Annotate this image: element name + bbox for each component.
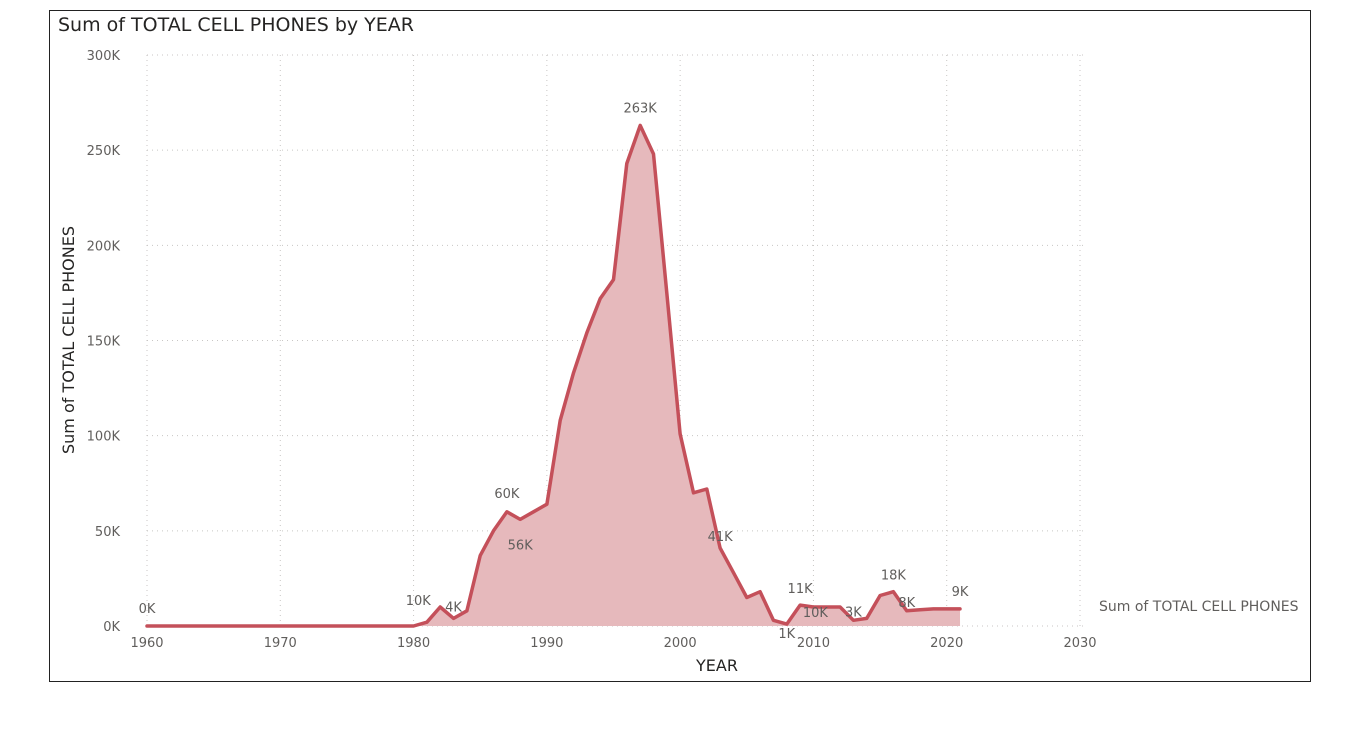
data-label: 263K bbox=[623, 101, 657, 116]
x-tick-label: 2020 bbox=[930, 636, 963, 651]
x-tick-label: 1980 bbox=[397, 636, 430, 651]
y-tick-label: 100K bbox=[87, 430, 121, 445]
x-tick-label: 1990 bbox=[530, 636, 563, 651]
data-label: 0K bbox=[139, 602, 156, 617]
legend-label: Sum of TOTAL CELL PHONES bbox=[1099, 599, 1299, 615]
x-tick-label: 1970 bbox=[264, 636, 297, 651]
y-tick-label: 200K bbox=[87, 239, 121, 254]
y-tick-label: 250K bbox=[87, 144, 121, 159]
x-axis-ticks: 1960 1970 1980 1990 2000 2010 2020 2030 bbox=[130, 636, 1096, 651]
data-label: 9K bbox=[952, 585, 969, 600]
chart-title: Sum of TOTAL CELL PHONES by YEAR bbox=[58, 14, 414, 36]
y-axis-title: Sum of TOTAL CELL PHONES bbox=[59, 226, 78, 454]
data-labels: 0K 10K 4K 60K 56K 263K 41K 1K 11K 10K 3K 18K 8K 9K bbox=[139, 101, 969, 642]
data-label: 41K bbox=[708, 530, 734, 545]
x-tick-label: 2000 bbox=[664, 636, 697, 651]
y-tick-label: 0K bbox=[103, 620, 120, 635]
data-label: 60K bbox=[494, 487, 520, 502]
x-tick-label: 2030 bbox=[1063, 636, 1096, 651]
y-axis-ticks: 0K 50K 100K 150K 200K 250K 300K bbox=[87, 49, 121, 635]
data-label: 10K bbox=[406, 594, 432, 609]
series-line bbox=[145, 123, 962, 628]
data-label: 18K bbox=[881, 569, 907, 584]
y-tick-label: 150K bbox=[87, 335, 121, 350]
x-tick-label: 1960 bbox=[130, 636, 163, 651]
data-label: 1K bbox=[778, 627, 795, 642]
data-label: 56K bbox=[508, 538, 534, 553]
data-label: 10K bbox=[803, 606, 829, 621]
data-label: 3K bbox=[845, 605, 862, 620]
area-fill bbox=[147, 125, 961, 627]
area-layer bbox=[145, 123, 962, 628]
data-label: 8K bbox=[898, 596, 915, 611]
x-tick-label: 2010 bbox=[797, 636, 830, 651]
data-label: 11K bbox=[788, 582, 814, 597]
data-label: 4K bbox=[445, 600, 462, 615]
y-tick-label: 300K bbox=[87, 49, 121, 64]
y-tick-label: 50K bbox=[95, 525, 121, 540]
x-axis-title: YEAR bbox=[695, 656, 738, 675]
